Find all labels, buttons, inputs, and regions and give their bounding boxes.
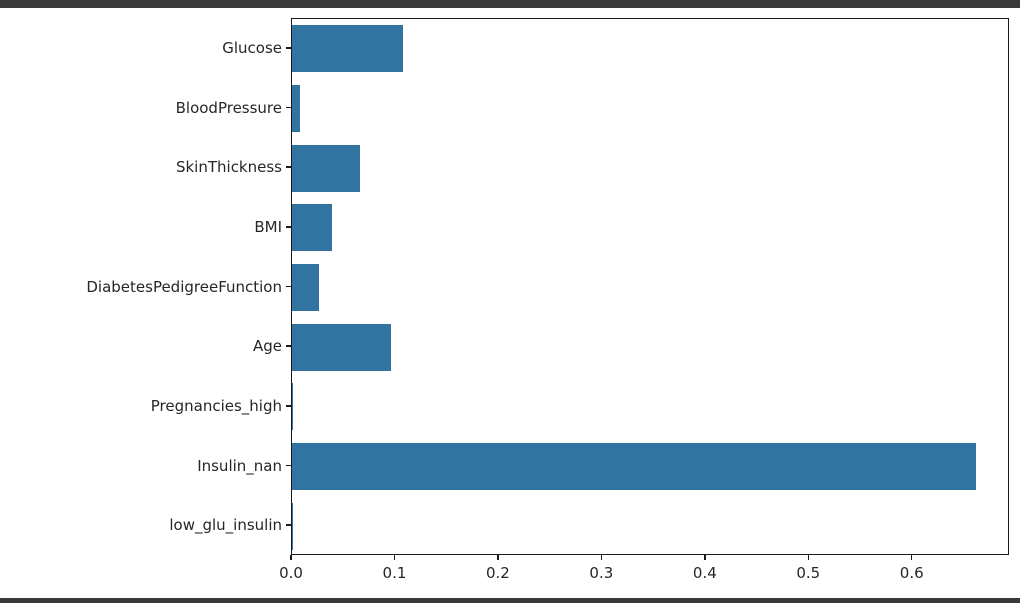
y-tick-label: DiabetesPedigreeFunction [86, 277, 282, 296]
x-tick-mark [497, 555, 499, 560]
x-tick-mark [393, 555, 396, 560]
y-tick-label: Glucose [222, 38, 282, 57]
y-tick-label: low_glu_insulin [169, 516, 282, 535]
y-tick-mark [286, 47, 291, 49]
y-tick-mark [286, 226, 291, 228]
x-tick-label: 0.3 [589, 564, 614, 582]
x-tick-mark [600, 555, 603, 560]
y-tick-label: Insulin_nan [197, 456, 282, 475]
bar-diabetespedigreefunction [292, 264, 319, 311]
x-tick-label: 0.5 [796, 564, 821, 582]
x-tick-label: 0.0 [279, 564, 303, 582]
x-tick-label: 0.6 [899, 564, 924, 582]
window-chrome-bottom-bar [0, 598, 1020, 603]
y-tick-label: SkinThickness [175, 158, 282, 177]
y-tick-mark [286, 285, 291, 288]
y-tick-mark [286, 345, 291, 347]
y-tick-mark [286, 524, 291, 526]
y-tick-mark [286, 464, 291, 467]
x-tick-mark [807, 555, 810, 560]
y-tick-label: BloodPressure [175, 98, 282, 117]
x-tick-label: 0.4 [692, 564, 717, 582]
bar-insulin_nan [292, 443, 976, 490]
x-tick-label: 0.1 [382, 564, 407, 582]
y-tick-label: Age [252, 337, 282, 356]
bar-glucose [292, 25, 403, 73]
bar-skinthickness [292, 144, 361, 192]
x-tick-label: 0.2 [485, 564, 510, 582]
y-tick-label: BMI [254, 217, 282, 236]
y-tick-mark [286, 106, 291, 109]
bar-bloodpressure [292, 85, 301, 132]
y-tick-mark [286, 405, 291, 407]
bar-bmi [292, 204, 333, 252]
window-chrome-top-bar [0, 0, 1020, 8]
plot-area [291, 18, 1009, 555]
x-tick-mark [910, 555, 913, 560]
y-tick-label: Pregnancies_high [150, 396, 282, 415]
y-tick-mark [286, 166, 291, 168]
bar-pregnancies_high [292, 383, 293, 431]
bar-age [292, 323, 392, 371]
x-tick-mark [290, 555, 292, 560]
x-tick-mark [704, 555, 706, 560]
